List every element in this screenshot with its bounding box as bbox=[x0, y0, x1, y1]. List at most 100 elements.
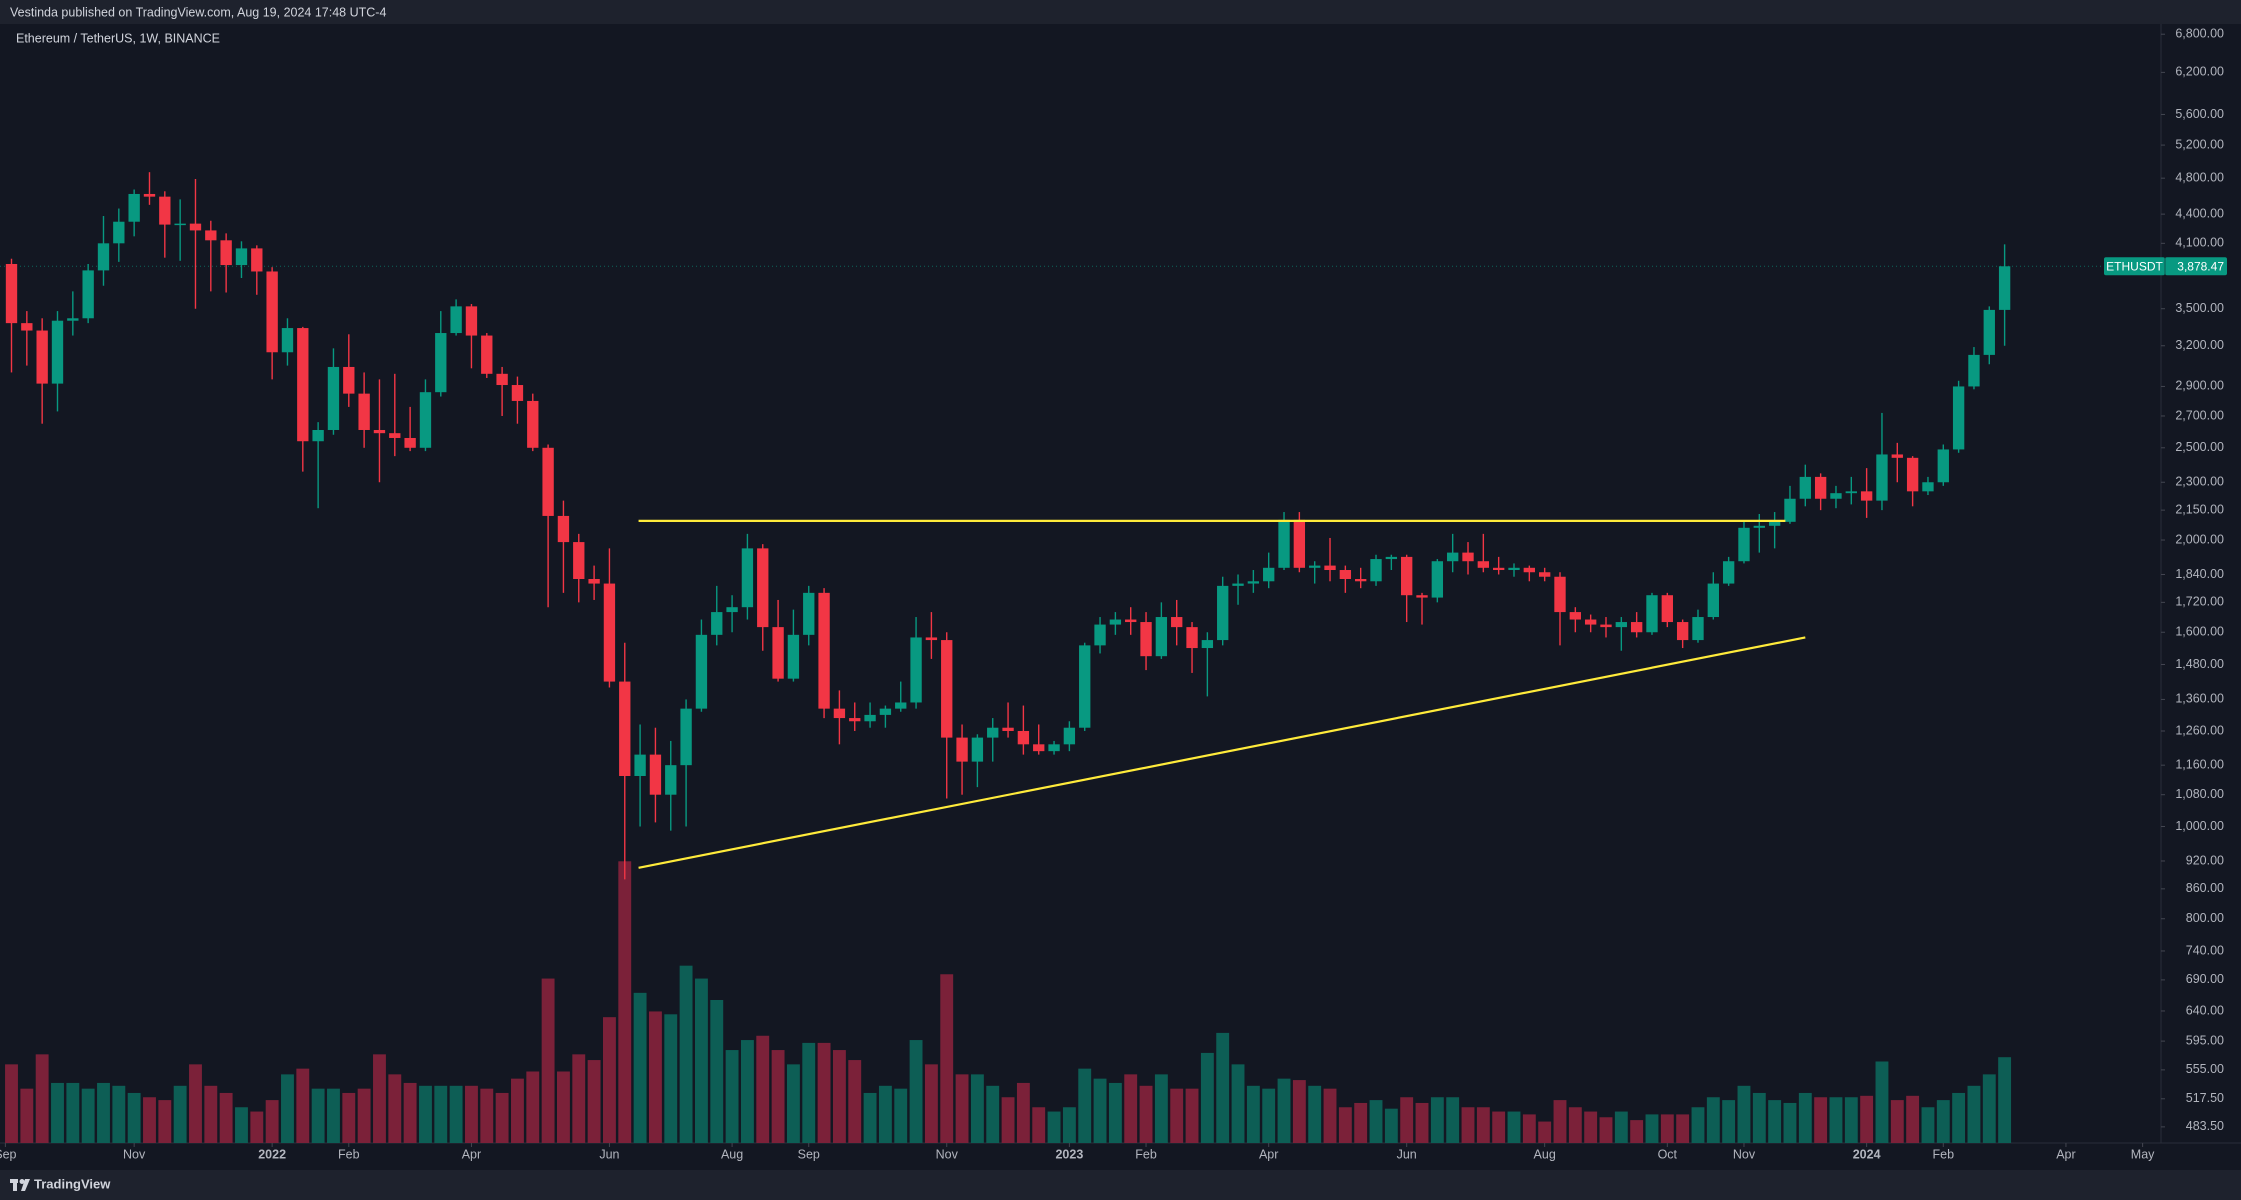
candle-body bbox=[1293, 519, 1306, 568]
candle-body bbox=[1906, 457, 1919, 492]
volume-bar bbox=[986, 1085, 1000, 1143]
volume-bar bbox=[112, 1085, 126, 1143]
y-tick-label: 800.00 bbox=[2186, 911, 2224, 925]
volume-bar bbox=[1676, 1114, 1690, 1143]
candle-body bbox=[220, 240, 232, 266]
candle-body bbox=[465, 306, 478, 336]
volume-bar bbox=[1630, 1120, 1644, 1143]
volume-bar bbox=[771, 1050, 785, 1143]
x-tick-label: 2022 bbox=[258, 1147, 286, 1161]
volume-bar bbox=[250, 1111, 264, 1143]
volume-bar bbox=[817, 1042, 831, 1143]
y-tick-label: 1,260.00 bbox=[2175, 723, 2224, 737]
x-tick-label: Aug bbox=[1534, 1147, 1556, 1161]
candle-body bbox=[159, 196, 171, 225]
volume-bar bbox=[894, 1088, 908, 1143]
volume-bar bbox=[97, 1082, 110, 1143]
candle-body bbox=[21, 323, 33, 331]
candle-body bbox=[1017, 730, 1030, 745]
volume-bar bbox=[357, 1088, 371, 1143]
volume-bar bbox=[1768, 1100, 1782, 1143]
candle-body bbox=[1646, 595, 1658, 633]
volume-bar bbox=[1354, 1102, 1368, 1143]
volume-bar bbox=[572, 1054, 586, 1143]
volume-bar bbox=[1860, 1095, 1874, 1143]
volume-bar bbox=[725, 1050, 739, 1143]
x-tick-label: Oct bbox=[1658, 1147, 1678, 1161]
candle-body bbox=[573, 542, 585, 579]
volume-bar bbox=[863, 1092, 877, 1143]
y-tick-label: 2,500.00 bbox=[2175, 440, 2224, 454]
volume-bar bbox=[1323, 1088, 1337, 1143]
volume-bar bbox=[1093, 1078, 1107, 1143]
candle-body bbox=[1370, 559, 1382, 582]
volume-bar bbox=[878, 1085, 892, 1143]
volume-bar bbox=[1108, 1082, 1122, 1143]
candle-body bbox=[1799, 476, 1811, 499]
x-tick-label: Jun bbox=[1397, 1147, 1417, 1161]
candle-body bbox=[1385, 556, 1398, 560]
volume-bar bbox=[1154, 1074, 1168, 1143]
volume-bar bbox=[51, 1082, 64, 1143]
volume-bar bbox=[1461, 1107, 1475, 1143]
volume-bar bbox=[173, 1085, 187, 1143]
y-tick-label: 860.00 bbox=[2186, 881, 2224, 895]
volume-bar bbox=[1921, 1107, 1935, 1143]
candle-body bbox=[1768, 521, 1781, 526]
y-tick-label: 2,900.00 bbox=[2175, 379, 2224, 393]
volume-bar bbox=[1369, 1100, 1383, 1143]
x-tick-label: Apr bbox=[462, 1147, 481, 1161]
volume-bar bbox=[664, 1014, 678, 1143]
x-tick-label: Apr bbox=[1259, 1147, 1278, 1161]
candle-body bbox=[1600, 624, 1612, 628]
volume-bar bbox=[511, 1078, 524, 1143]
candle-body bbox=[971, 737, 984, 762]
footer-bar bbox=[0, 1170, 2241, 1200]
volume-bar bbox=[556, 1071, 570, 1143]
candle-body bbox=[36, 330, 48, 384]
candle-body bbox=[205, 230, 217, 241]
candle-body bbox=[833, 708, 846, 719]
volume-bar bbox=[480, 1088, 494, 1143]
candle-body bbox=[435, 333, 447, 393]
volume-bar bbox=[373, 1054, 386, 1143]
volume-bar bbox=[1982, 1074, 1996, 1143]
x-tick-label: Feb bbox=[1933, 1147, 1955, 1161]
candle-body bbox=[1048, 744, 1060, 752]
volume-bar bbox=[1308, 1085, 1322, 1143]
candle-body bbox=[1477, 561, 1490, 568]
candle-body bbox=[1814, 476, 1827, 499]
last-price-label: 3,878.47 bbox=[2177, 259, 2224, 273]
candle-body bbox=[281, 328, 294, 353]
volume-bar bbox=[1645, 1114, 1659, 1143]
volume-bar bbox=[802, 1042, 816, 1143]
volume-bar bbox=[1936, 1100, 1950, 1143]
volume-bar bbox=[1246, 1085, 1260, 1143]
candle-body bbox=[189, 223, 202, 231]
volume-bar bbox=[1752, 1092, 1766, 1143]
candle-body bbox=[1232, 583, 1244, 586]
volume-bar bbox=[143, 1097, 156, 1143]
volume-bar bbox=[1292, 1080, 1306, 1143]
candle-body bbox=[849, 718, 861, 722]
volume-bar bbox=[940, 974, 954, 1143]
chart-title: Ethereum / TetherUS, 1W, BINANCE bbox=[16, 31, 220, 45]
volume-bar bbox=[219, 1092, 233, 1143]
volume-bar bbox=[587, 1060, 601, 1143]
candle-body bbox=[358, 393, 370, 430]
volume-bar bbox=[419, 1085, 432, 1143]
candle-body bbox=[1661, 595, 1673, 623]
volume-bar bbox=[1614, 1111, 1628, 1143]
volume-bar bbox=[158, 1100, 172, 1143]
volume-bar bbox=[1599, 1117, 1613, 1143]
candle-body bbox=[1538, 572, 1551, 577]
candle-body bbox=[680, 708, 692, 766]
volume-bar bbox=[1047, 1111, 1061, 1143]
candle-body bbox=[419, 392, 432, 448]
volume-bar bbox=[1400, 1097, 1414, 1143]
volume-bar bbox=[1200, 1052, 1214, 1143]
x-tick-label: 2023 bbox=[1055, 1147, 1083, 1161]
candle-body bbox=[1447, 552, 1459, 562]
y-tick-label: 2,300.00 bbox=[2175, 475, 2224, 489]
volume-bar bbox=[1262, 1088, 1276, 1143]
